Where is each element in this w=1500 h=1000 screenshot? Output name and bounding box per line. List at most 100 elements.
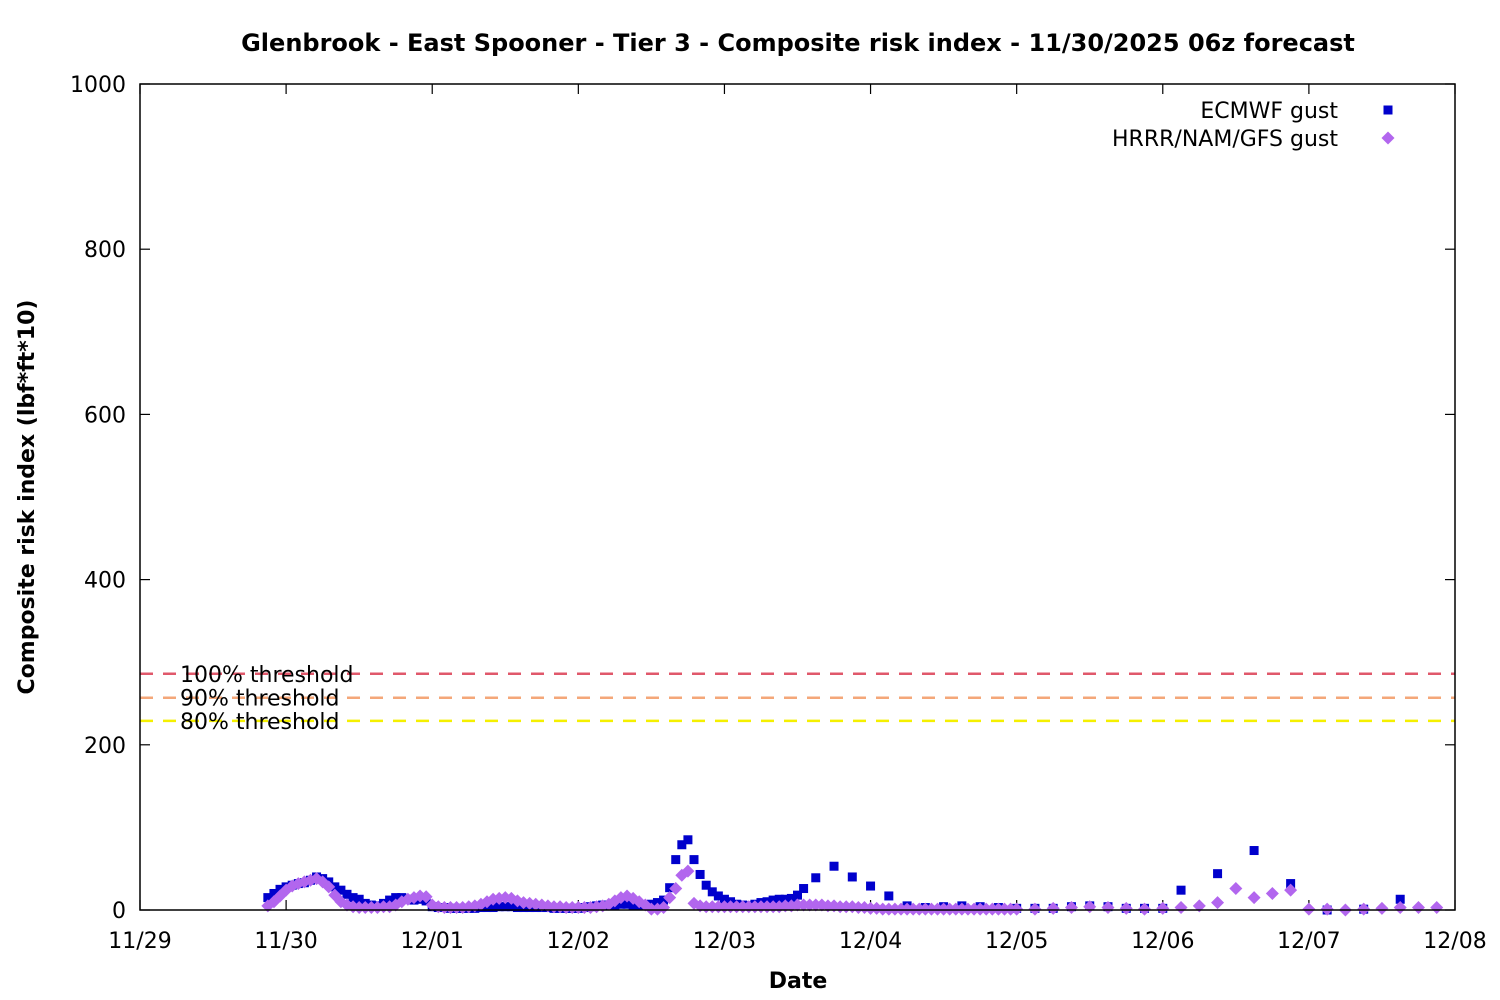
x-tick-label: 12/04	[839, 929, 902, 954]
data-point	[1101, 901, 1115, 915]
axis-ticks: 11/29 11/30 12/01 12/02 12/03 12/04 12/05 12/06…	[70, 73, 1487, 954]
data-point	[1156, 901, 1170, 915]
data-point	[811, 873, 821, 883]
data-point	[322, 880, 336, 894]
y-axis-label: Composite risk index (lbf*ft*10)	[15, 300, 40, 695]
data-point	[419, 890, 433, 904]
data-point	[1138, 902, 1152, 916]
threshold-label: 100% threshold	[180, 663, 354, 688]
chart-title: Glenbrook - East Spooner - Tier 3 - Comp…	[241, 29, 1355, 57]
data-point	[1213, 869, 1223, 879]
x-axis-label: Date	[769, 969, 828, 994]
data-point	[1046, 901, 1060, 915]
data-point	[1393, 901, 1407, 915]
data-point	[1211, 896, 1225, 910]
data-point	[793, 890, 802, 900]
data-point	[774, 894, 784, 904]
data-point	[884, 891, 894, 901]
data-point	[786, 893, 796, 903]
data-point	[506, 902, 516, 912]
data-point	[689, 855, 699, 865]
data-point	[1176, 885, 1186, 895]
data-point	[622, 899, 632, 909]
y-tick-label: 400	[84, 569, 126, 594]
data-point	[683, 835, 693, 845]
data-point	[669, 882, 683, 896]
y-tick-label: 0	[112, 899, 126, 924]
data-point	[263, 893, 273, 903]
x-tick-label: 12/06	[1131, 929, 1194, 954]
data-point	[866, 881, 876, 891]
series-hrrr-nam-gfs	[261, 864, 1444, 917]
x-tick-label: 12/01	[401, 929, 464, 954]
data-point	[348, 893, 358, 903]
threshold-label: 80% threshold	[180, 710, 340, 735]
x-tick-label: 12/07	[1277, 929, 1340, 954]
data-point	[1192, 899, 1206, 913]
legend-label: ECMWF gust	[1200, 99, 1338, 124]
data-point	[385, 895, 395, 905]
y-tick-label: 200	[84, 734, 126, 759]
data-point	[657, 901, 671, 915]
data-point	[336, 885, 346, 895]
plot-frame	[139, 83, 1456, 911]
data-point	[681, 864, 695, 878]
data-point	[652, 898, 662, 908]
x-tick-label: 12/03	[693, 929, 756, 954]
x-tick-label: 11/29	[108, 929, 171, 954]
data-point	[391, 893, 401, 903]
data-point	[719, 894, 729, 904]
data-point	[1028, 902, 1042, 916]
data-point	[663, 891, 677, 905]
data-point	[780, 894, 790, 904]
data-point	[512, 903, 522, 913]
data-point	[269, 888, 279, 898]
x-tick-label: 12/02	[547, 929, 610, 954]
data-points	[261, 835, 1444, 917]
data-point	[1302, 902, 1316, 916]
data-point	[1320, 902, 1334, 916]
data-point	[1430, 901, 1444, 915]
data-point	[488, 903, 498, 913]
data-point	[1395, 894, 1405, 904]
legend-marker	[1381, 131, 1395, 145]
data-point	[659, 895, 669, 905]
data-point	[707, 887, 717, 897]
data-point	[695, 869, 705, 879]
data-point	[713, 891, 723, 901]
data-point	[616, 899, 626, 909]
data-point	[829, 861, 839, 871]
data-point	[500, 902, 510, 912]
data-point	[275, 884, 285, 894]
y-tick-label: 800	[84, 238, 126, 263]
data-point	[677, 840, 687, 850]
legend-label: HRRR/NAM/GFS gust	[1112, 127, 1338, 152]
data-point	[1064, 901, 1078, 915]
y-tick-label: 1000	[70, 73, 126, 98]
data-point	[1083, 900, 1097, 914]
data-point	[628, 900, 638, 910]
data-point	[1249, 846, 1259, 856]
data-point	[342, 889, 352, 899]
data-point	[1010, 902, 1024, 916]
x-tick-label: 11/30	[254, 929, 317, 954]
data-point	[1174, 901, 1188, 915]
data-point	[847, 872, 857, 882]
legend-marker	[1383, 105, 1393, 115]
data-point	[1265, 886, 1279, 900]
data-point	[1357, 902, 1371, 916]
data-point	[671, 855, 681, 865]
data-point	[354, 894, 364, 904]
x-tick-label: 12/05	[985, 929, 1048, 954]
data-point	[1411, 901, 1425, 915]
data-point	[494, 902, 504, 912]
data-point	[1375, 901, 1389, 915]
legend: ECMWF gust HRRR/NAM/GFS gust	[1112, 99, 1395, 152]
data-point	[701, 880, 711, 890]
data-point	[1119, 901, 1133, 915]
data-point	[768, 895, 778, 905]
data-point	[799, 884, 809, 894]
data-point	[1229, 882, 1243, 896]
